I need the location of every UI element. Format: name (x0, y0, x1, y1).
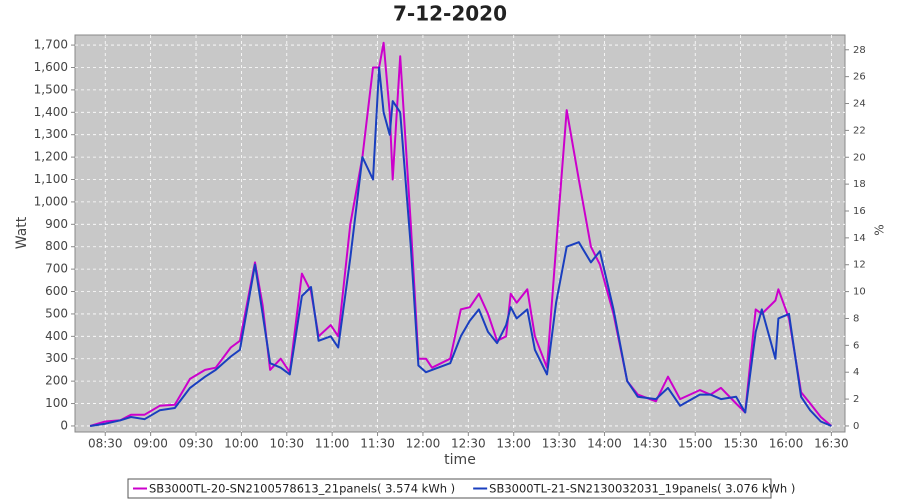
x-tick-label: 12:00 (406, 437, 441, 451)
x-tick-label: 16:30 (814, 437, 849, 451)
y2-tick-label: 8 (853, 313, 859, 324)
x-axis-label: time (444, 452, 476, 468)
y2-tick-label: 4 (853, 367, 859, 378)
y-tick-label: 100 (45, 396, 68, 410)
y-tick-label: 400 (45, 329, 68, 343)
y2-tick-label: 26 (853, 72, 866, 83)
legend-label: SB3000TL-20-SN2100578613_21panels( 3.574… (149, 482, 455, 496)
plot-area (74, 34, 846, 433)
x-tick-label: 14:00 (587, 437, 622, 451)
y-tick-label: 1,100 (34, 172, 68, 186)
x-tick-label: 15:00 (678, 437, 713, 451)
x-tick-label: 16:00 (769, 437, 804, 451)
y-tick-label: 1,300 (34, 127, 68, 141)
series-line (89, 66, 832, 427)
x-tick-label: 10:00 (224, 437, 259, 451)
y2-tick-label: 28 (853, 45, 866, 56)
x-tick-label: 14:30 (633, 437, 668, 451)
y-tick-label: 1,200 (34, 150, 68, 164)
y-tick-label: 800 (45, 239, 68, 253)
y-tick-label: 1,700 (34, 38, 68, 52)
x-tick-label: 11:00 (315, 437, 350, 451)
y-tick-label: 1,600 (34, 60, 68, 74)
y2-tick-label: 18 (853, 179, 866, 190)
y2-tick-label: 2 (853, 394, 859, 405)
y2-tick-label: 20 (853, 152, 866, 163)
chart-title: 7-12-2020 (393, 2, 507, 26)
x-tick-label: 13:00 (496, 437, 531, 451)
y-tick-label: 700 (45, 262, 68, 276)
y2-axis-label: % (873, 224, 887, 235)
x-tick-label: 11:30 (360, 437, 395, 451)
y-tick-label: 200 (45, 374, 68, 388)
y-tick-label: 300 (45, 351, 68, 365)
y-tick-label: 500 (45, 306, 68, 320)
y-tick-label: 900 (45, 217, 68, 231)
y2-tick-label: 22 (853, 125, 866, 136)
y2-tick-label: 16 (853, 206, 866, 217)
y-tick-label: 0 (60, 418, 68, 432)
y2-tick-label: 6 (853, 340, 859, 351)
y-tick-label: 600 (45, 284, 68, 298)
y-axis-label: Watt (14, 216, 30, 249)
y-tick-label: 1,000 (34, 194, 68, 208)
x-tick-label: 09:00 (133, 437, 168, 451)
y2-tick-label: 24 (853, 99, 866, 110)
x-tick-label: 12:30 (451, 437, 486, 451)
x-tick-label: 13:30 (542, 437, 577, 451)
legend-label: SB3000TL-21-SN2130032031_19panels( 3.076… (489, 482, 795, 496)
y2-tick-label: 10 (853, 287, 866, 298)
y2-tick-label: 14 (853, 233, 866, 244)
y2-tick-label: 12 (853, 260, 866, 271)
x-tick-label: 10:30 (269, 437, 304, 451)
y-tick-label: 1,500 (34, 82, 68, 96)
x-tick-label: 09:30 (179, 437, 214, 451)
x-tick-label: 15:30 (723, 437, 758, 451)
y2-tick-label: 0 (853, 421, 859, 432)
legend (127, 478, 772, 499)
y-tick-label: 1,400 (34, 105, 68, 119)
x-tick-label: 08:30 (88, 437, 123, 451)
